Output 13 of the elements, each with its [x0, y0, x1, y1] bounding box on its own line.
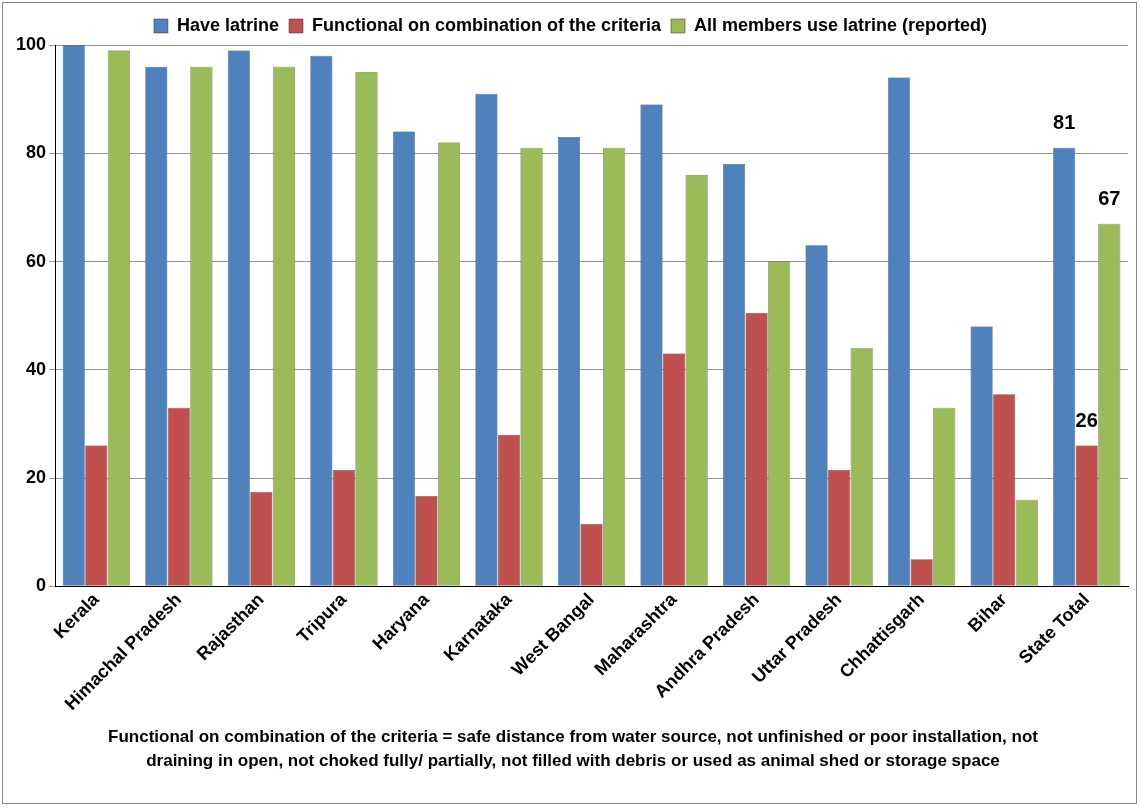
y-tick-label: 40: [26, 358, 47, 379]
y-tick-label: 0: [36, 575, 47, 596]
legend-label: Functional on combination of the criteria: [311, 14, 662, 35]
text: Functional on combination of the criteria = safe distance from water source, not unfinished or poor installation, not draining in open, not choked fully/ partially, not filled with debris or used as animal shed or storage space: [107, 726, 1039, 772]
legend-label: Have latrine: [176, 14, 279, 35]
y-tick-label: 80: [26, 142, 47, 163]
data-label: 26: [1075, 409, 1098, 432]
legend-label: All members use latrine (reported): [693, 14, 988, 35]
data-label: 67: [1098, 187, 1121, 210]
y-tick-label: 100: [15, 33, 47, 54]
y-tick-label: 20: [26, 467, 47, 488]
y-tick-label: 60: [26, 250, 47, 271]
data-label: 81: [1053, 111, 1076, 134]
